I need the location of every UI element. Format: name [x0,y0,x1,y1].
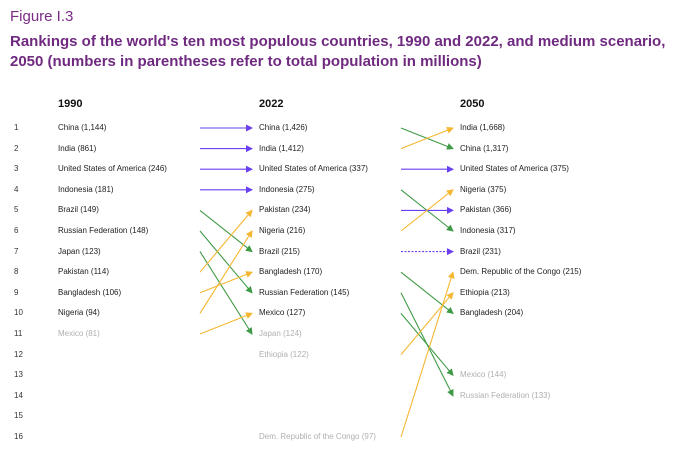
rank-change-arrow-rise [400,126,454,150]
country-entry-2022: Pakistan (234) [259,205,311,215]
rank-change-arrow-rise [400,189,454,232]
country-entry-2022: Japan (124) [259,329,302,338]
rank-change-arrow-fall [199,230,253,294]
rank-change-arrow-rise [400,271,455,438]
rank-number: 2 [14,143,19,153]
country-entry-2050: Bangladesh (204) [460,308,524,318]
rank-number: 13 [14,370,23,380]
country-entry-2022: Nigeria (216) [259,226,306,235]
column-header-2022: 2022 [259,98,284,110]
rank-number: 8 [14,267,19,277]
rank-change-arrow-fall [199,209,253,253]
country-entry-1990: Nigeria (94) [58,308,100,318]
country-entry-2022: Brazil (215) [259,246,300,256]
country-entry-1990: United States of America (246) [58,164,167,174]
country-entry-2050: Russian Federation (133) [460,390,551,400]
rank-change-arrow-fall [400,271,454,315]
rank-number: 5 [14,205,19,215]
country-entry-1990: India (861) [58,143,97,153]
rank-number: 7 [14,246,19,256]
country-entry-2050: United States of America (375) [460,164,569,174]
column-header-2050: 2050 [460,98,485,110]
rank-change-arrow-rise [400,292,454,355]
country-entry-1990: China (1,144) [58,123,107,132]
rank-number: 11 [14,329,23,338]
column-header-1990: 1990 [58,98,83,110]
rank-change-arrow-fall [400,313,454,376]
rank-number: 9 [14,287,19,297]
rank-number: 3 [14,164,19,174]
figure-label: Figure I.3 [10,8,74,25]
rank-number: 10 [14,308,23,318]
country-entry-2022: Mexico (127) [259,308,306,318]
rank-number: 14 [14,390,23,400]
country-entry-1990: Pakistan (114) [58,267,109,277]
rank-number: 12 [14,349,23,359]
country-entry-1990: Russian Federation (148) [58,226,149,235]
country-entry-2022: Bangladesh (170) [259,267,323,277]
rank-number: 4 [14,184,19,194]
figure-title: Rankings of the world's ten most populou… [10,33,666,70]
rank-change-arrow-rise [199,312,253,335]
country-entry-2022: China (1,426) [259,123,308,132]
rank-change-arrow-rise [199,271,253,294]
country-entry-2022: Ethiopia (122) [259,349,309,359]
rank-number: 6 [14,226,19,235]
country-entry-2022: United States of America (337) [259,164,368,174]
country-entry-1990: Indonesia (181) [58,184,114,194]
country-entry-1990: Bangladesh (106) [58,287,122,297]
country-entry-2050: Dem. Republic of the Congo (215) [460,267,582,277]
rank-change-arrow-fall [199,251,253,335]
country-entry-1990: Japan (123) [58,246,101,256]
rank-change-arrow-rise [199,209,253,273]
rank-number: 15 [14,411,23,421]
country-entry-2050: Indonesia (317) [460,226,516,235]
country-entry-2050: China (1,317) [460,143,509,153]
country-entry-2050: Mexico (144) [460,370,507,380]
country-entry-2050: Pakistan (366) [460,205,512,215]
rank-number: 1 [14,123,19,132]
country-entry-2022: Russian Federation (145) [259,287,350,297]
country-entry-2022: India (1,412) [259,143,304,153]
country-entry-1990: Mexico (81) [58,329,100,338]
country-entry-2022: Dem. Republic of the Congo (97) [259,432,376,441]
country-entry-2050: Ethiopia (213) [460,287,510,297]
country-entry-2022: Indonesia (275) [259,184,315,194]
country-entry-1990: Brazil (149) [58,205,99,215]
country-entry-2050: India (1,668) [460,123,505,132]
country-entry-2050: Nigeria (375) [460,184,507,194]
rank-number: 16 [14,432,23,441]
rank-change-arrow-rise [199,230,253,314]
country-entry-2050: Brazil (231) [460,246,501,256]
